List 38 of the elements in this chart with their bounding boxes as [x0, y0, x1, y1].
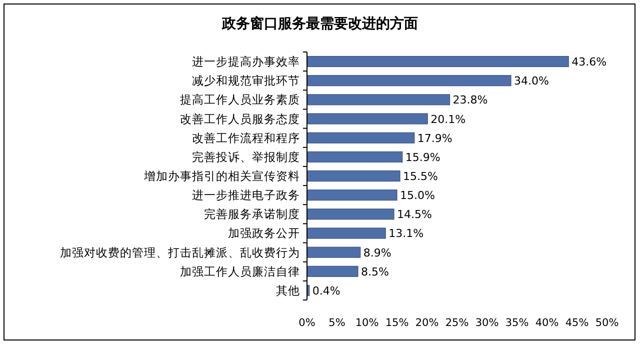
y-tick-label: 完善投诉、举报制度 — [192, 150, 300, 164]
x-tick-label: 40% — [535, 317, 559, 329]
data-label: 15.0% — [400, 189, 435, 202]
data-label: 15.5% — [403, 170, 438, 183]
y-tick-label: 提高工作人员业务素质 — [180, 92, 300, 107]
data-label: 8.5% — [361, 265, 389, 278]
x-tick-label: 20% — [415, 317, 439, 329]
y-tick-label: 完善服务承诺制度 — [204, 207, 300, 222]
y-tick-label: 减少和规范审批环节 — [192, 74, 300, 88]
x-tick-label: 45% — [565, 317, 589, 329]
data-label: 20.1% — [430, 112, 466, 126]
data-label: 15.9% — [405, 150, 440, 164]
data-label: 0.4% — [312, 284, 340, 298]
data-label: 43.6% — [572, 56, 607, 69]
y-tick-label: 加强工作人员廉洁自律 — [180, 264, 300, 278]
data-label: 34.0% — [514, 74, 549, 88]
data-label: 14.5% — [397, 208, 432, 222]
x-tick-label: 15% — [385, 317, 409, 329]
y-tick-label: 改善工作流程和程序 — [192, 130, 300, 145]
x-tick-label: 25% — [445, 317, 469, 329]
x-tick-label: 50% — [595, 317, 619, 329]
y-tick-label: 改善工作人员服务态度 — [180, 112, 300, 126]
x-tick-label: 10% — [355, 317, 379, 329]
x-tick-label: 35% — [505, 317, 529, 329]
data-label: 13.1% — [388, 227, 424, 240]
x-tick-label: 30% — [475, 317, 499, 329]
data-label: 17.9% — [417, 132, 452, 145]
x-tick-label: 0% — [298, 317, 316, 329]
y-tick-label: 进一步提高办事效率 — [192, 54, 300, 69]
data-label: 8.9% — [363, 246, 392, 260]
y-tick-label: 加强政务公开 — [228, 226, 300, 240]
y-tick-label: 加强对收费的管理、打击乱摊派、乱收费行为 — [60, 245, 300, 260]
data-label: 23.8% — [452, 94, 488, 107]
x-tick-label: 5% — [328, 317, 346, 329]
y-tick-label: 其他 — [276, 283, 300, 298]
y-tick-label: 进一步推进电子政务 — [192, 188, 300, 202]
chart-title: 政务窗口服务最需要改进的方面 — [221, 15, 418, 32]
y-tick-label: 增加办事指引的相关宣传资料 — [143, 169, 300, 183]
